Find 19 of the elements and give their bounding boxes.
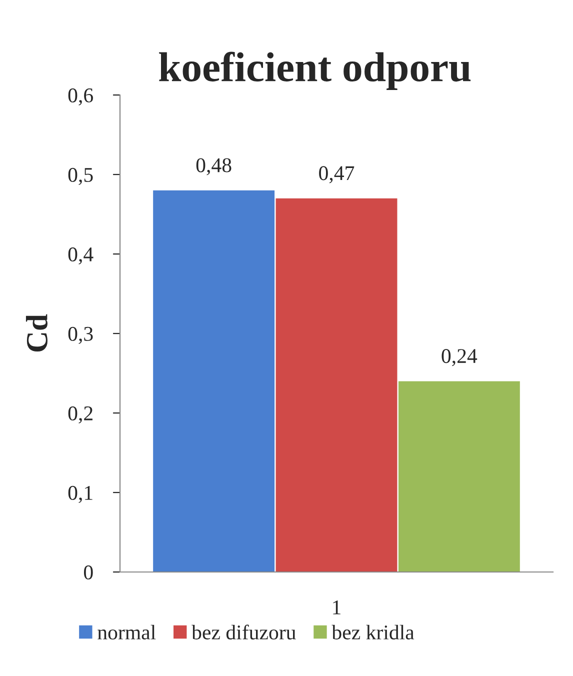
bar [276,198,398,572]
y-axis-title: Cd [26,314,48,352]
y-tick-label: 0 [84,565,93,580]
y-tick-label: 0,4 [68,247,94,264]
data-label: 0,47 [319,166,354,184]
legend-label: normal [98,624,156,640]
legend-label: bez kridla [332,624,414,640]
chart-title: koeficient odporu [159,52,471,90]
y-tick-label: 0,6 [68,88,93,106]
data-label: 0,24 [442,349,478,366]
y-tick-label: 0,5 [68,168,93,185]
legend-label: bez difuzoru [192,624,296,640]
y-tick-label: 0,1 [68,486,92,503]
bar [153,190,275,572]
data-label: 0,48 [196,158,232,176]
x-tick-label: 1 [333,600,340,614]
bar [398,381,520,572]
y-tick-label: 0,3 [68,326,93,344]
y-tick-label: 0,2 [68,406,92,424]
